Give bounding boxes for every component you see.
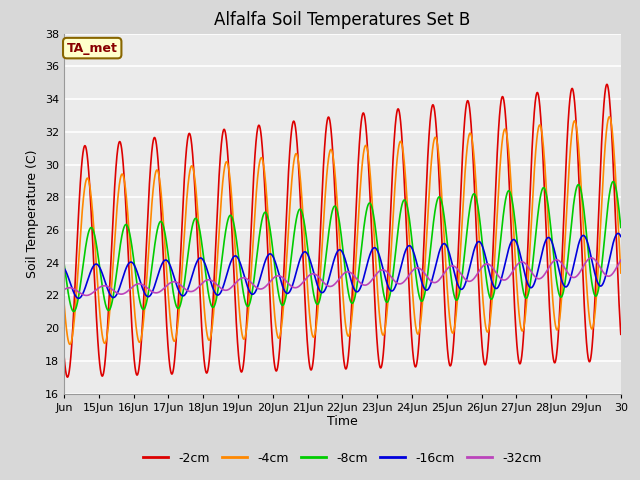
-2cm (603, 82, 611, 87)
-16cm (174, 287, 182, 292)
-16cm (499, 272, 506, 277)
-32cm (617, 257, 625, 263)
X-axis label: Time: Time (327, 415, 358, 429)
-16cm (414, 264, 422, 270)
-16cm (463, 276, 471, 281)
-4cm (463, 146, 471, 152)
-8cm (611, 181, 619, 187)
-32cm (83, 292, 90, 298)
-16cm (614, 230, 622, 236)
-8cm (617, 225, 625, 230)
-4cm (532, 146, 540, 152)
Line: -16cm: -16cm (64, 233, 621, 299)
-32cm (611, 267, 619, 273)
-4cm (499, 136, 506, 142)
-8cm (463, 228, 471, 234)
-32cm (174, 280, 182, 286)
-2cm (499, 94, 506, 99)
-16cm (60, 265, 68, 271)
-2cm (63, 374, 71, 380)
-8cm (60, 260, 68, 266)
-2cm (60, 352, 68, 358)
-4cm (60, 299, 68, 305)
-2cm (463, 99, 471, 105)
-8cm (70, 309, 77, 314)
Line: -32cm: -32cm (64, 258, 621, 295)
-32cm (588, 255, 595, 261)
Line: -2cm: -2cm (64, 84, 621, 377)
Legend: -2cm, -4cm, -8cm, -16cm, -32cm: -2cm, -4cm, -8cm, -16cm, -32cm (138, 447, 547, 469)
Line: -8cm: -8cm (64, 181, 621, 312)
-2cm (532, 94, 540, 100)
-4cm (174, 318, 182, 324)
-8cm (532, 230, 540, 236)
-16cm (75, 296, 83, 301)
-4cm (617, 270, 625, 276)
-2cm (611, 202, 619, 208)
-2cm (617, 331, 625, 337)
-4cm (414, 331, 422, 337)
-32cm (463, 278, 471, 284)
-2cm (414, 352, 422, 358)
-32cm (60, 287, 68, 293)
-2cm (174, 301, 182, 307)
-32cm (532, 275, 540, 280)
-16cm (532, 276, 540, 282)
-8cm (499, 220, 506, 226)
Y-axis label: Soil Temperature (C): Soil Temperature (C) (26, 149, 39, 278)
-8cm (174, 306, 182, 312)
Title: Alfalfa Soil Temperatures Set B: Alfalfa Soil Temperatures Set B (214, 11, 470, 29)
-16cm (617, 234, 625, 240)
-4cm (611, 162, 619, 168)
-8cm (414, 287, 422, 292)
-4cm (66, 341, 74, 347)
Line: -4cm: -4cm (64, 117, 621, 344)
-8cm (609, 179, 617, 184)
-16cm (611, 235, 618, 241)
Text: TA_met: TA_met (67, 42, 118, 55)
-32cm (499, 277, 506, 283)
-4cm (605, 114, 613, 120)
-32cm (414, 265, 422, 271)
